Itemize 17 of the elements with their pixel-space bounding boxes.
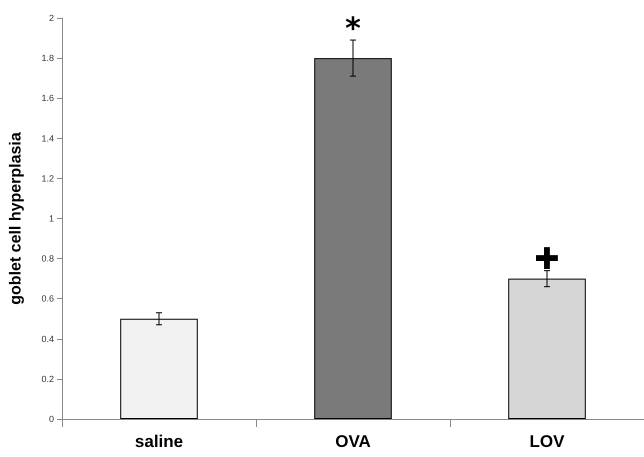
annotation: * xyxy=(345,12,362,47)
x-tick-label: saline xyxy=(134,432,184,451)
y-tick-label: 1.6 xyxy=(41,93,54,104)
y-tick-label: 1.4 xyxy=(41,133,54,144)
x-tick-label: OVA xyxy=(335,432,371,451)
annotation: ✚ xyxy=(534,242,560,278)
y-tick-label: 0 xyxy=(48,414,54,424)
y-tick-label: 0.8 xyxy=(41,254,54,264)
y-tick-label: 1.8 xyxy=(41,53,54,64)
y-tick-label: 1.2 xyxy=(41,173,54,184)
y-tick-label: 0.2 xyxy=(41,374,54,384)
y-axis-title: goblet cell hyperplasia xyxy=(8,132,24,305)
y-tick-label: 1 xyxy=(48,214,54,224)
x-tick-label: LOV xyxy=(530,432,566,451)
y-tick-label: 2 xyxy=(48,13,54,23)
y-tick-label: 0.6 xyxy=(41,294,54,304)
y-tick-label: 0.4 xyxy=(41,334,54,344)
